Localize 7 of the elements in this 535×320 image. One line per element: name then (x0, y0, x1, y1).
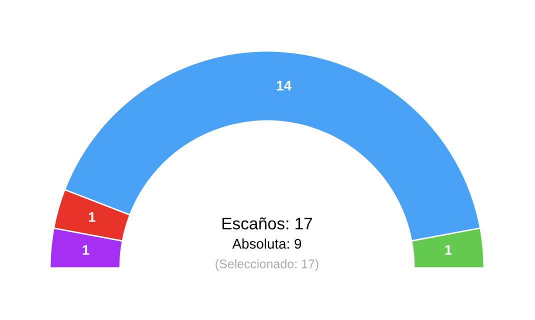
data-label: 14 (276, 80, 292, 90)
data-label: 1 (88, 212, 96, 222)
text: Absoluta: 9 (232, 238, 302, 249)
data-label: 1 (82, 245, 90, 255)
text: Escaños: 17 (222, 217, 312, 230)
text: (Seleccionado: 17) (216, 259, 318, 271)
data-label: 1 (445, 245, 452, 255)
